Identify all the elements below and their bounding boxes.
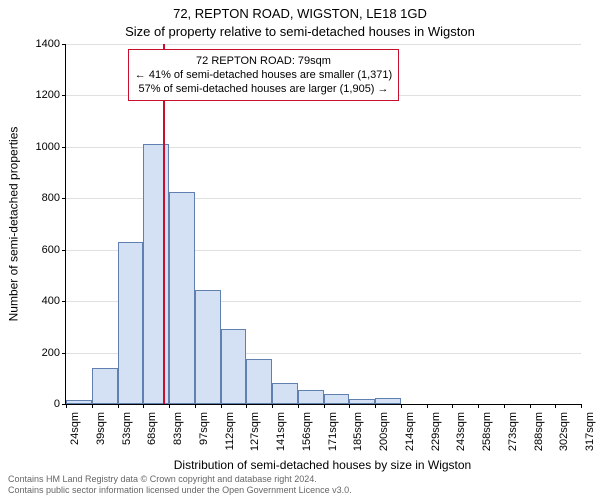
annotation-line: ← 41% of semi-detached houses are smalle… (135, 68, 392, 82)
xtick-label: 141sqm (275, 412, 287, 462)
histogram-bar (246, 359, 272, 404)
plot-area: 72 REPTON ROAD: 79sqm← 41% of semi-detac… (65, 44, 581, 405)
xtick-label: 83sqm (172, 412, 184, 462)
footer-attribution: Contains HM Land Registry data © Crown c… (8, 474, 352, 496)
xtick-mark (375, 404, 376, 408)
histogram-bar (169, 192, 195, 404)
chart-container: 72, REPTON ROAD, WIGSTON, LE18 1GD Size … (0, 0, 600, 500)
xtick-mark (143, 404, 144, 408)
xtick-mark (272, 404, 273, 408)
ytick-label: 600 (10, 245, 60, 256)
xtick-mark (298, 404, 299, 408)
histogram-bar (92, 368, 118, 404)
xtick-label: 317sqm (584, 412, 596, 462)
ytick-mark (62, 301, 66, 302)
xtick-mark (349, 404, 350, 408)
footer-line-2: Contains public sector information licen… (8, 485, 352, 496)
ytick-label: 1200 (10, 90, 60, 101)
ytick-label: 200 (10, 348, 60, 359)
chart-title-main: 72, REPTON ROAD, WIGSTON, LE18 1GD (0, 6, 600, 21)
xtick-mark (118, 404, 119, 408)
xtick-label: 53sqm (121, 412, 133, 462)
xtick-mark (246, 404, 247, 408)
xtick-label: 39sqm (95, 412, 107, 462)
xtick-mark (427, 404, 428, 408)
xtick-label: 171sqm (327, 412, 339, 462)
xtick-mark (221, 404, 222, 408)
xtick-label: 97sqm (198, 412, 210, 462)
xtick-mark (169, 404, 170, 408)
xtick-label: 24sqm (69, 412, 81, 462)
xtick-mark (504, 404, 505, 408)
histogram-bar (272, 383, 298, 404)
xtick-mark (195, 404, 196, 408)
xtick-label: 214sqm (404, 412, 416, 462)
xtick-mark (478, 404, 479, 408)
xtick-label: 68sqm (146, 412, 158, 462)
histogram-bar (349, 399, 375, 404)
xtick-mark (530, 404, 531, 408)
histogram-bar (143, 144, 169, 404)
ytick-mark (62, 353, 66, 354)
xtick-label: 185sqm (352, 412, 364, 462)
xtick-label: 112sqm (224, 412, 236, 462)
ytick-label: 1400 (10, 39, 60, 50)
xtick-mark (401, 404, 402, 408)
xtick-mark (324, 404, 325, 408)
ytick-mark (62, 147, 66, 148)
ytick-label: 1000 (10, 142, 60, 153)
xtick-label: 258sqm (481, 412, 493, 462)
xtick-mark (452, 404, 453, 408)
histogram-bar (195, 290, 221, 404)
histogram-bar (118, 242, 144, 404)
grid-line (66, 44, 581, 45)
x-axis-label: Distribution of semi-detached houses by … (65, 458, 580, 472)
ytick-mark (62, 95, 66, 96)
xtick-label: 156sqm (301, 412, 313, 462)
annotation-box: 72 REPTON ROAD: 79sqm← 41% of semi-detac… (128, 49, 399, 101)
xtick-mark (555, 404, 556, 408)
xtick-label: 288sqm (533, 412, 545, 462)
ytick-mark (62, 250, 66, 251)
footer-line-1: Contains HM Land Registry data © Crown c… (8, 474, 352, 485)
xtick-label: 243sqm (455, 412, 467, 462)
histogram-bar (324, 394, 350, 404)
xtick-label: 302sqm (558, 412, 570, 462)
histogram-bar (66, 400, 92, 404)
ytick-mark (62, 198, 66, 199)
histogram-bar (298, 390, 324, 404)
xtick-label: 229sqm (430, 412, 442, 462)
xtick-mark (581, 404, 582, 408)
chart-title-sub: Size of property relative to semi-detach… (0, 24, 600, 39)
xtick-label: 200sqm (378, 412, 390, 462)
ytick-label: 400 (10, 296, 60, 307)
xtick-label: 127sqm (249, 412, 261, 462)
ytick-mark (62, 44, 66, 45)
histogram-bar (221, 329, 247, 404)
annotation-line: 57% of semi-detached houses are larger (… (135, 82, 392, 96)
ytick-label: 0 (10, 399, 60, 410)
annotation-line: 72 REPTON ROAD: 79sqm (135, 54, 392, 68)
xtick-mark (66, 404, 67, 408)
xtick-mark (92, 404, 93, 408)
ytick-label: 800 (10, 193, 60, 204)
xtick-label: 273sqm (507, 412, 519, 462)
histogram-bar (375, 398, 401, 404)
